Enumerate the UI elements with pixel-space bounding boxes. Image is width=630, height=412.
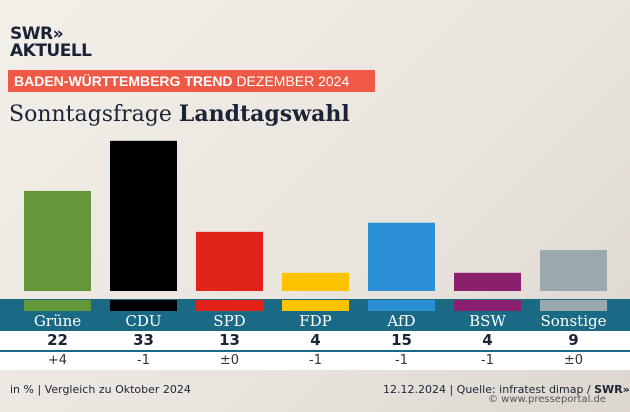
party-label: Sonstige	[540, 312, 607, 330]
color-stub	[196, 300, 263, 311]
value-label: 33	[133, 331, 154, 349]
change-label: -1	[137, 353, 150, 368]
party-label: CDU	[125, 312, 162, 330]
value-label: 4	[310, 331, 321, 349]
change-label: -1	[395, 353, 408, 368]
bar-chart	[24, 140, 607, 311]
party-label: AfD	[387, 312, 416, 330]
change-label: -1	[481, 353, 494, 368]
divider	[0, 350, 630, 352]
swr-aktuell-logo: SWR» AKTUELL	[10, 24, 92, 61]
party-label: SPD	[213, 312, 246, 330]
value-label: 15	[391, 331, 412, 349]
change-label: +4	[47, 353, 68, 368]
party-label: FDP	[299, 312, 332, 330]
change-label: -1	[309, 353, 322, 368]
color-stub	[454, 300, 521, 311]
bar-sonstige	[540, 250, 607, 291]
value-label: 9	[568, 331, 579, 349]
change-label: ±0	[563, 353, 584, 368]
value-label: 22	[47, 331, 68, 349]
changes-row	[0, 352, 630, 370]
party-label: Grüne	[33, 312, 82, 330]
color-stub	[540, 300, 607, 311]
values-row	[0, 331, 630, 350]
color-stub	[282, 300, 349, 311]
title-banner: BADEN-WÜRTTEMBERG TREND DEZEMBER 2024	[8, 70, 375, 92]
party-label: BSW	[469, 312, 506, 330]
value-label: 4	[482, 331, 493, 349]
bar-bsw	[454, 272, 521, 291]
color-stub	[368, 300, 435, 311]
color-stub	[24, 300, 91, 311]
color-stub	[110, 300, 177, 311]
chart-subtitle: Sonntagsfrage Landtagswahl	[9, 101, 350, 127]
change-label: ±0	[219, 353, 240, 368]
bar-spd	[196, 231, 263, 291]
bar-fdp	[282, 272, 349, 291]
value-label: 13	[219, 331, 240, 349]
bar-cdu	[110, 140, 177, 291]
footer-source: 12.12.2024 | Quelle: infratest dimap / S…	[383, 383, 630, 396]
bar-afd	[368, 222, 435, 291]
bar-grüne	[24, 190, 91, 291]
footer-note: in % | Vergleich zu Oktober 2024	[10, 383, 191, 396]
watermark: © www.presseportal.de	[488, 394, 607, 405]
